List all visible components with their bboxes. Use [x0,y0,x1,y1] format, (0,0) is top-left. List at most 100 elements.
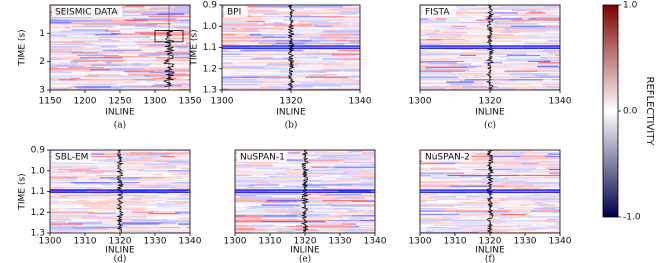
texture [420,23,427,25]
texture [448,182,471,184]
texture [147,202,176,204]
texture [454,219,486,222]
texture [501,14,528,17]
texture [103,180,149,183]
texture [317,160,340,163]
texture [235,185,255,188]
texture [279,218,287,221]
texture [301,205,331,208]
texture [50,171,84,173]
texture [158,157,190,159]
texture [520,41,552,43]
texture [84,195,102,197]
texture [536,42,559,45]
y-tick-label: 1.0 [203,22,218,32]
texture [542,80,561,82]
texture [541,206,561,209]
texture [446,81,475,84]
texture [352,73,361,75]
texture [185,203,191,205]
texture [489,76,503,79]
texture [159,209,172,211]
texture [148,65,191,68]
texture [366,225,376,228]
texture [361,193,376,196]
texture [222,65,268,68]
texture [100,46,118,48]
texture [292,59,305,62]
texture [161,214,178,216]
texture [460,209,486,211]
texture [323,77,354,80]
texture [547,203,561,205]
texture [292,178,309,180]
texture [262,31,269,34]
texture [50,83,77,86]
texture [144,164,158,166]
texture [507,182,537,184]
texture [139,182,147,184]
texture [478,13,499,16]
texture [363,217,376,220]
texture [550,51,561,53]
texture [420,28,434,30]
texture [530,77,561,80]
texture [116,151,134,153]
texture [327,151,350,153]
texture [50,66,59,69]
texture [455,57,487,59]
texture [322,81,353,84]
texture [50,56,79,58]
texture [257,29,278,31]
texture [99,160,118,163]
texture [420,229,434,231]
texture [320,24,349,26]
texture [437,32,467,35]
texture [326,71,337,74]
texture [535,178,559,180]
texture [64,221,91,223]
texture [420,179,463,182]
texture [77,177,100,179]
texture [302,187,323,190]
texture [102,187,130,190]
texture [485,161,521,164]
texture [111,62,156,64]
texture [533,198,561,201]
texture [323,14,361,17]
texture [187,73,191,75]
texture [50,86,70,88]
texture [420,209,462,211]
texture [139,8,181,11]
texture [222,62,232,64]
texture [288,76,306,79]
texture [103,208,148,210]
texture [286,225,308,228]
texture [141,13,158,16]
texture [338,190,371,192]
texture [271,164,292,166]
texture [123,70,141,73]
texture [327,32,361,35]
texture [121,152,131,154]
texture [120,184,148,186]
texture [162,222,177,224]
texture [420,77,460,80]
texture [140,53,146,56]
texture [252,52,275,54]
caption: (f) [485,254,495,263]
texture [478,212,516,215]
texture [460,229,473,231]
texture [137,36,151,39]
texture [127,193,163,196]
texture [180,227,187,229]
texture [530,88,561,91]
texture [551,79,561,81]
texture [222,66,264,69]
texture [454,171,490,173]
texture [152,152,191,154]
texture [83,216,103,218]
texture [298,204,309,207]
texture [499,6,545,8]
texture [85,172,105,175]
